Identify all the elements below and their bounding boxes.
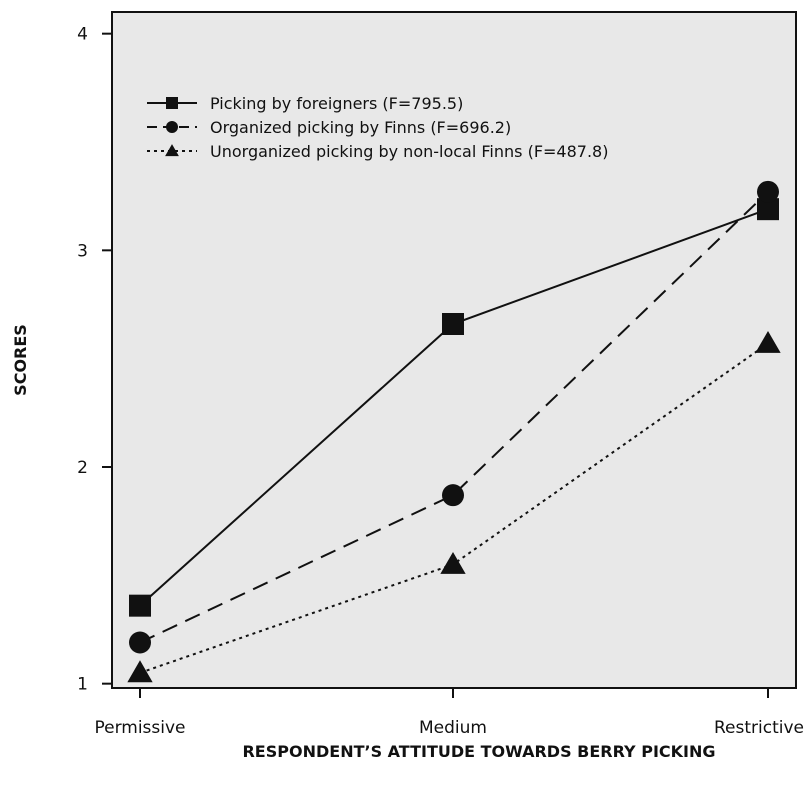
legend-label: Organized picking by Finns (F=696.2): [210, 118, 511, 137]
legend-marker-circle: [166, 121, 178, 133]
series-triangle: [127, 330, 781, 683]
legend-label: Unorganized picking by non-local Finns (…: [210, 142, 608, 161]
y-axis-title: SCORES: [11, 324, 30, 396]
data-point-circle: [442, 484, 464, 507]
data-point-circle: [757, 180, 779, 203]
series-square: [129, 198, 779, 617]
y-tick-label: 2: [77, 458, 88, 478]
data-point-triangle: [755, 330, 781, 353]
legend: Picking by foreigners (F=795.5) Organized…: [147, 94, 608, 161]
series-circle: [129, 180, 779, 654]
y-tick-label: 3: [77, 241, 88, 261]
data-point-triangle: [127, 660, 153, 683]
x-tick-label: Permissive: [94, 718, 185, 738]
data-point-triangle: [440, 551, 466, 574]
y-tick-label: 1: [77, 675, 88, 695]
data-point-square: [129, 594, 151, 617]
data-point-square: [442, 313, 464, 335]
legend-item: Organized picking by Finns (F=696.2): [147, 118, 511, 137]
legend-marker-triangle: [165, 144, 179, 157]
series-layer: [127, 180, 781, 683]
x-axis: Permissive Medium Restrictive: [94, 688, 804, 738]
plot-area: [111, 11, 797, 689]
data-point-circle: [129, 631, 151, 654]
y-tick-label: 4: [77, 25, 88, 45]
x-axis-title: RESPONDENT’S ATTITUDE TOWARDS BERRY PICK…: [242, 742, 715, 761]
x-tick-label: Medium: [419, 718, 487, 738]
legend-label: Picking by foreigners (F=795.5): [210, 94, 463, 113]
x-tick-label: Restrictive: [714, 718, 804, 738]
y-axis: 1 2 3 4: [77, 25, 112, 695]
data-point-square: [757, 198, 779, 221]
series-line: [139, 191, 769, 644]
legend-marker-square: [166, 97, 178, 109]
legend-item: Picking by foreigners (F=795.5): [147, 94, 463, 113]
legend-item: Unorganized picking by non-local Finns (…: [147, 142, 608, 161]
